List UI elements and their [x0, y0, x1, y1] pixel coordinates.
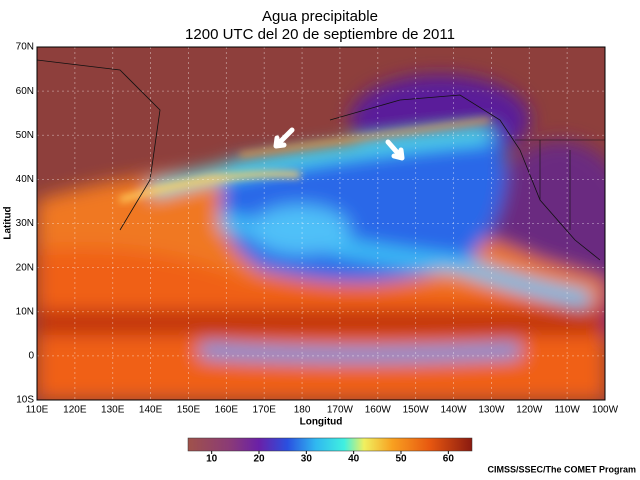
lon-label: 150E	[177, 405, 201, 416]
lon-label: 120W	[516, 405, 543, 416]
colorbar-label: 60	[443, 454, 455, 465]
lon-label: 100W	[592, 405, 619, 416]
lat-label: 0	[28, 351, 34, 362]
lon-label: 130W	[478, 405, 505, 416]
x-axis-label: Longitud	[300, 417, 343, 428]
lon-label: 110E	[26, 405, 49, 416]
map-frame	[36, 46, 606, 401]
lat-label: 40N	[16, 174, 34, 185]
lat-label: 70N	[16, 42, 34, 53]
lon-label: 160W	[365, 405, 392, 416]
subtitle: 1200 UTC del 20 de septiembre de 2011	[185, 26, 455, 43]
lon-label: 130E	[101, 405, 125, 416]
lat-label: 10N	[16, 306, 34, 317]
lon-label: 170E	[253, 405, 277, 416]
lon-label: 170W	[327, 405, 354, 416]
lon-label: 160E	[215, 405, 239, 416]
title: Agua precipitable	[262, 8, 378, 25]
lat-label: 10S	[16, 395, 34, 406]
colorbar-label: 10	[206, 454, 218, 465]
lon-label: 180	[294, 405, 311, 416]
map-image	[37, 47, 605, 400]
colorbar	[187, 437, 473, 452]
lat-label: 60N	[16, 86, 34, 97]
credit: CIMSS/SSEC/The COMET Program	[487, 464, 636, 474]
colorbar-label: 20	[253, 454, 265, 465]
lon-label: 140W	[440, 405, 467, 416]
lon-label: 120E	[63, 405, 87, 416]
colorbar-label: 50	[395, 454, 407, 465]
y-axis-label: Latitud	[3, 206, 14, 239]
colorbar-label: 40	[348, 454, 360, 465]
lon-label: 110W	[554, 405, 580, 416]
colorbar-label: 30	[301, 454, 313, 465]
lat-label: 50N	[16, 130, 34, 141]
lat-label: 20N	[16, 262, 34, 273]
lat-label: 30N	[16, 218, 34, 229]
lon-label: 150W	[403, 405, 430, 416]
lon-label: 140E	[139, 405, 163, 416]
